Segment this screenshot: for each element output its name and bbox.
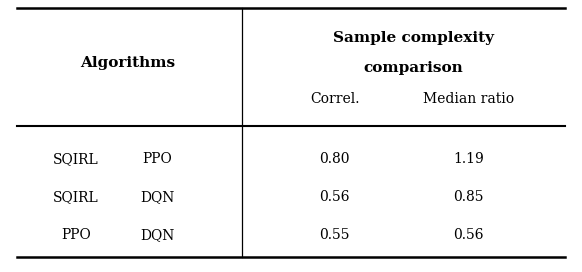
Text: 1.19: 1.19 [453, 152, 484, 166]
Text: 0.56: 0.56 [320, 190, 350, 204]
Text: Median ratio: Median ratio [423, 92, 514, 106]
Text: SQIRL: SQIRL [53, 190, 98, 204]
Text: Correl.: Correl. [310, 92, 360, 106]
Text: DQN: DQN [140, 228, 175, 242]
Text: 0.55: 0.55 [320, 228, 350, 242]
Text: DQN: DQN [140, 190, 175, 204]
Text: 0.56: 0.56 [453, 228, 484, 242]
Text: comparison: comparison [363, 61, 463, 75]
Text: Sample complexity: Sample complexity [333, 31, 494, 45]
Text: PPO: PPO [61, 228, 91, 242]
Text: Algorithms: Algorithms [80, 56, 176, 70]
Text: 0.80: 0.80 [320, 152, 350, 166]
Text: SQIRL: SQIRL [53, 152, 98, 166]
Text: PPO: PPO [142, 152, 172, 166]
Text: 0.85: 0.85 [453, 190, 484, 204]
